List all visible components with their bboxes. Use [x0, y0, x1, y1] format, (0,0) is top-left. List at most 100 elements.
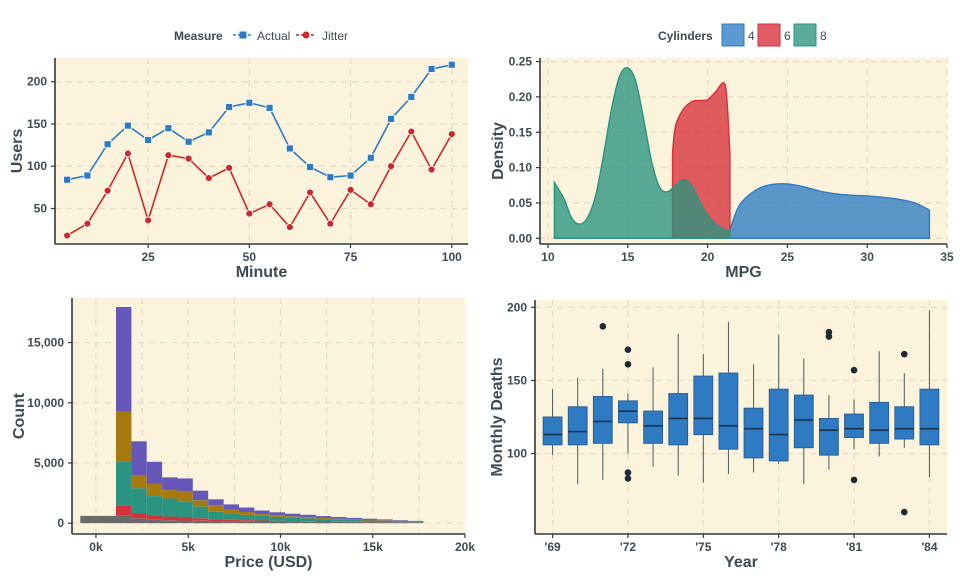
x-tick-label: 25 — [781, 250, 795, 264]
histogram-bar — [80, 515, 116, 524]
histogram-bar — [192, 506, 209, 519]
legend: Cylinders 4 6 8 — [658, 23, 827, 47]
point-jitter — [123, 149, 132, 158]
histogram-bar — [162, 516, 178, 521]
point-jitter — [427, 165, 436, 174]
histogram-bar — [408, 522, 424, 524]
histogram-bar — [192, 520, 209, 524]
histogram-bar — [162, 490, 178, 499]
boxplot-monthly-deaths: '69 '72 '75 '78 '81 '84 100 150 200 Year Monthly D… — [489, 300, 947, 571]
y-tick-label: 0.00 — [509, 231, 533, 245]
y-tick-label: 200 — [27, 75, 47, 89]
histogram-bar — [116, 411, 132, 462]
histogram-bar — [177, 501, 193, 518]
x-tick-label: 20 — [701, 250, 715, 264]
histogram-bar — [269, 512, 286, 516]
histogram-bar — [392, 522, 408, 524]
point-actual — [306, 163, 314, 171]
histogram-bar — [315, 519, 332, 522]
histogram-bar — [408, 520, 424, 522]
x-tick-label: 25 — [141, 250, 155, 264]
histogram-bar — [377, 520, 393, 521]
x-tick-label: '84 — [921, 540, 938, 554]
box-iqr — [718, 372, 739, 450]
x-tick-label: 35 — [940, 250, 954, 264]
y-tick-label: 15,000 — [27, 336, 64, 350]
histogram-bar — [162, 477, 178, 490]
point-actual — [83, 171, 92, 180]
x-tick-label: 0k — [89, 540, 103, 554]
box-outlier — [900, 508, 908, 516]
histogram-bar — [116, 307, 132, 412]
box-iqr — [567, 406, 588, 446]
histogram-bar — [361, 519, 378, 521]
density-chart-mpg: 10 15 20 25 30 35 0.00 0.05 0.10 0.15 0.20 0.25 MPG D… — [490, 23, 954, 281]
legend-key-swatch — [793, 23, 817, 47]
histogram-bar — [315, 521, 332, 522]
y-tick-label: 0.05 — [509, 196, 533, 210]
histogram-bar — [177, 517, 193, 521]
point-jitter — [144, 216, 153, 225]
box-iqr — [693, 375, 714, 436]
histogram-bar — [208, 519, 224, 521]
histogram-bar — [254, 514, 270, 516]
histogram-bar — [162, 520, 178, 524]
histogram-bar — [254, 515, 270, 521]
box-iqr — [768, 388, 789, 462]
legend-key-swatch — [721, 23, 745, 47]
box-iqr — [793, 394, 814, 449]
x-tick-label: 15 — [621, 250, 635, 264]
histogram-bar — [315, 522, 332, 524]
histogram-bar — [131, 475, 147, 489]
point-actual — [447, 60, 456, 69]
y-axis-title: Density — [490, 122, 507, 180]
histogram-bar — [192, 518, 209, 521]
point-actual — [204, 128, 213, 137]
point-actual — [144, 136, 153, 144]
point-actual — [63, 175, 72, 184]
box-iqr — [743, 407, 764, 459]
y-tick-label: 0.15 — [509, 125, 533, 139]
point-jitter — [366, 200, 375, 209]
histogram-bar — [177, 478, 193, 491]
histogram-bar — [300, 514, 316, 518]
box-outlier — [624, 361, 632, 368]
point-actual — [346, 171, 355, 180]
x-tick-label: 30 — [861, 250, 875, 264]
point-actual — [387, 114, 395, 123]
x-tick-label: 10 — [541, 250, 555, 264]
point-actual — [184, 137, 193, 146]
histogram-bar — [146, 483, 163, 496]
histogram-bar — [331, 517, 347, 519]
histogram-bar — [254, 521, 270, 524]
histogram-bar — [131, 441, 147, 475]
histogram-bar — [315, 516, 332, 519]
series-line-jitter — [66, 129, 453, 237]
box-iqr — [869, 401, 890, 444]
point-actual — [245, 98, 254, 107]
legend-key-square — [239, 31, 247, 39]
point-jitter — [265, 200, 274, 209]
histogram-bar — [192, 500, 209, 507]
histogram-bar — [269, 521, 286, 524]
histogram-bar — [361, 520, 378, 522]
point-actual — [407, 92, 416, 101]
histogram-bar — [392, 521, 408, 523]
y-axis-title: Monthly Deaths — [489, 357, 506, 476]
histogram-bar — [146, 461, 163, 484]
x-tick-label: '78 — [771, 540, 788, 554]
histogram-bar — [300, 517, 316, 519]
box-iqr — [919, 388, 940, 446]
y-tick-label: 100 — [27, 159, 47, 173]
box-iqr — [894, 406, 915, 440]
point-actual — [164, 124, 173, 133]
histogram-bar — [238, 512, 255, 515]
histogram-bar — [131, 513, 147, 519]
box-iqr — [592, 396, 613, 444]
box-iqr — [819, 418, 839, 456]
histogram-bar — [208, 505, 224, 512]
y-tick-label: 0 — [57, 516, 64, 530]
x-tick-label: '75 — [695, 540, 712, 554]
histogram-bar — [346, 517, 362, 520]
point-actual — [123, 121, 132, 130]
